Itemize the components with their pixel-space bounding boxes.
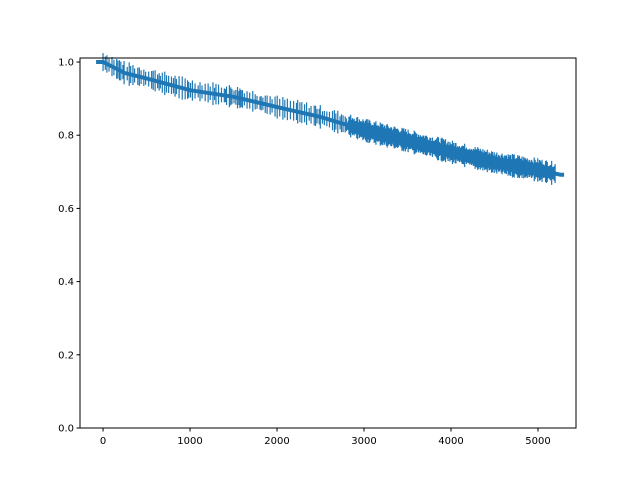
axes-frame [79, 57, 577, 429]
y-tick-label: 0.2 [58, 350, 74, 361]
x-tick-label: 3000 [351, 436, 376, 447]
x-tick-label: 2000 [264, 436, 289, 447]
x-tick-label: 0 [100, 436, 106, 447]
y-tick-label: 0.0 [58, 424, 74, 435]
y-tick-label: 0.6 [58, 204, 74, 215]
x-tick-label: 5000 [525, 436, 550, 447]
y-tick-label: 0.4 [58, 277, 74, 288]
x-tick-label: 4000 [438, 436, 463, 447]
y-tick-label: 1.0 [58, 58, 74, 69]
x-tick-label: 1000 [177, 436, 202, 447]
y-tick-label: 0.8 [58, 131, 74, 142]
